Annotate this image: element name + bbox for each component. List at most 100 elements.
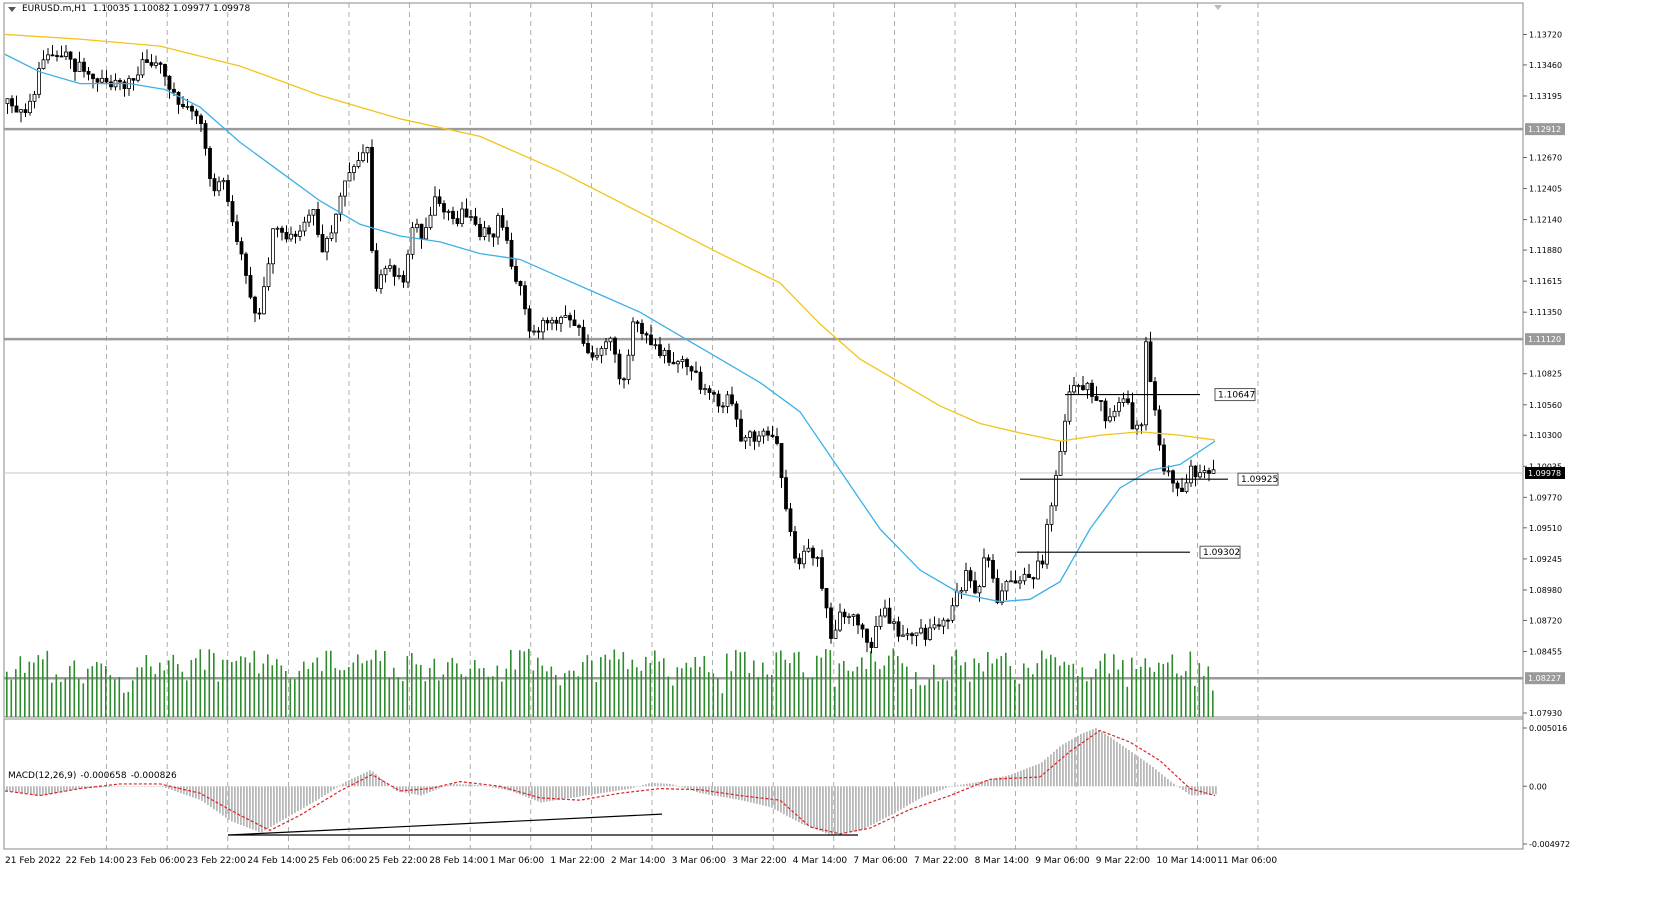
volume-bar: [996, 658, 998, 717]
volume-bar: [1126, 686, 1129, 717]
y-tick-label: 1.11350: [1529, 308, 1562, 317]
candle-body: [608, 337, 613, 343]
candle-body: [253, 296, 257, 314]
macd-hist-bar: [774, 786, 776, 810]
volume-bar: [717, 678, 719, 717]
candle-body: [928, 627, 932, 640]
macd-hist-bar: [225, 786, 227, 818]
macd-hist-bar: [783, 786, 785, 815]
candle-body: [118, 79, 122, 83]
macd-hist-bar: [825, 786, 827, 834]
macd-hist-bar: [339, 785, 341, 787]
macd-hist-bar: [564, 786, 566, 799]
macd-hist-bar: [579, 786, 581, 797]
candle-body: [289, 233, 293, 240]
macd-hist-bar: [681, 786, 683, 788]
macd-hist-bar: [1098, 730, 1100, 787]
volume-bar: [10, 679, 13, 717]
candle-body: [487, 227, 491, 235]
volume-bar: [114, 679, 116, 717]
level-label: 1.09925: [1241, 475, 1278, 485]
candle-body: [239, 241, 244, 255]
candle-body: [59, 55, 64, 58]
macd-hist-bar: [573, 786, 575, 798]
candle-body: [698, 371, 703, 390]
candle-body: [73, 58, 77, 72]
volume-bar: [658, 661, 661, 717]
macd-hist-bar: [972, 782, 974, 787]
volume-bar: [460, 674, 463, 717]
candle-body: [334, 213, 338, 234]
volume-bar: [1000, 656, 1003, 717]
x-tick-label: 2 Mar 14:00: [611, 856, 666, 866]
macd-hist-bar: [609, 786, 611, 792]
y-tick-label: 1.12140: [1529, 216, 1562, 225]
macd-hist-bar: [735, 786, 737, 800]
macd-hist-bar: [687, 786, 689, 790]
candle-body: [158, 62, 163, 65]
candle-body: [860, 624, 865, 630]
volume-bar: [825, 649, 827, 717]
volume-bar: [667, 676, 670, 717]
macd-hist-bar: [1014, 773, 1016, 787]
candle-body: [869, 641, 874, 648]
macd-hist-bar: [228, 786, 230, 820]
macd-hist-bar: [279, 786, 281, 822]
macd-hist-bar: [717, 786, 719, 797]
macd-hist-bar: [207, 786, 209, 806]
ma-fast-line: [4, 53, 1216, 603]
macd-hist-bar: [1080, 733, 1082, 787]
macd-hist-bar: [675, 785, 677, 787]
candle-body: [194, 110, 199, 117]
macd-hist-bar: [651, 782, 653, 787]
candle-body: [644, 333, 649, 336]
macd-hist-bar: [321, 786, 323, 798]
candle-body: [478, 223, 482, 237]
volume-bar: [1023, 663, 1025, 717]
candle-body: [1175, 482, 1180, 489]
volume-bar: [883, 665, 886, 717]
macd-hist-bar: [1059, 746, 1061, 787]
macd-hist-bar: [261, 786, 263, 833]
volume-bar: [348, 667, 350, 717]
macd-hist-bar: [600, 786, 602, 794]
candle-body: [1036, 560, 1040, 580]
candle-body: [775, 436, 779, 444]
macd-hist-bar: [417, 786, 419, 795]
macd-hist-bar: [990, 779, 992, 787]
macd-hist-bar: [315, 786, 317, 801]
candle-body: [14, 105, 19, 113]
macd-hist-bar: [441, 786, 443, 788]
candle-body: [266, 263, 271, 288]
macd-hist-bar: [363, 773, 365, 787]
volume-bar: [159, 662, 161, 717]
macd-hist-bar: [1164, 776, 1166, 787]
macd-hist-bar: [498, 786, 500, 789]
volume-bar: [420, 664, 422, 717]
macd-hist-bar: [1065, 742, 1067, 787]
volume-bar: [379, 660, 382, 717]
macd-hist-bar: [372, 771, 374, 787]
candle-body: [275, 227, 280, 230]
macd-hist-bar: [660, 783, 662, 787]
collapse-triangle-icon[interactable]: [8, 6, 16, 12]
y-tick-label: 1.08455: [1529, 647, 1562, 656]
macd-hist-bar: [378, 776, 380, 787]
volume-bar: [762, 662, 764, 717]
volume-bar: [1099, 660, 1102, 717]
macd-hist-bar: [534, 786, 536, 801]
candle-body: [338, 195, 343, 215]
macd-hist-bar: [822, 786, 824, 832]
candle-body: [676, 361, 680, 365]
macd-hist-bar: [693, 786, 695, 792]
macd-hist-bar: [591, 786, 593, 795]
macd-hist-bar: [300, 786, 302, 810]
volume-bar: [109, 675, 112, 717]
macd-hist-bar: [108, 786, 110, 787]
macd-hist-bar: [786, 786, 788, 816]
macd-hist-bar: [162, 786, 164, 787]
macd-hist-bar: [549, 786, 551, 802]
candle-body: [1045, 524, 1049, 565]
